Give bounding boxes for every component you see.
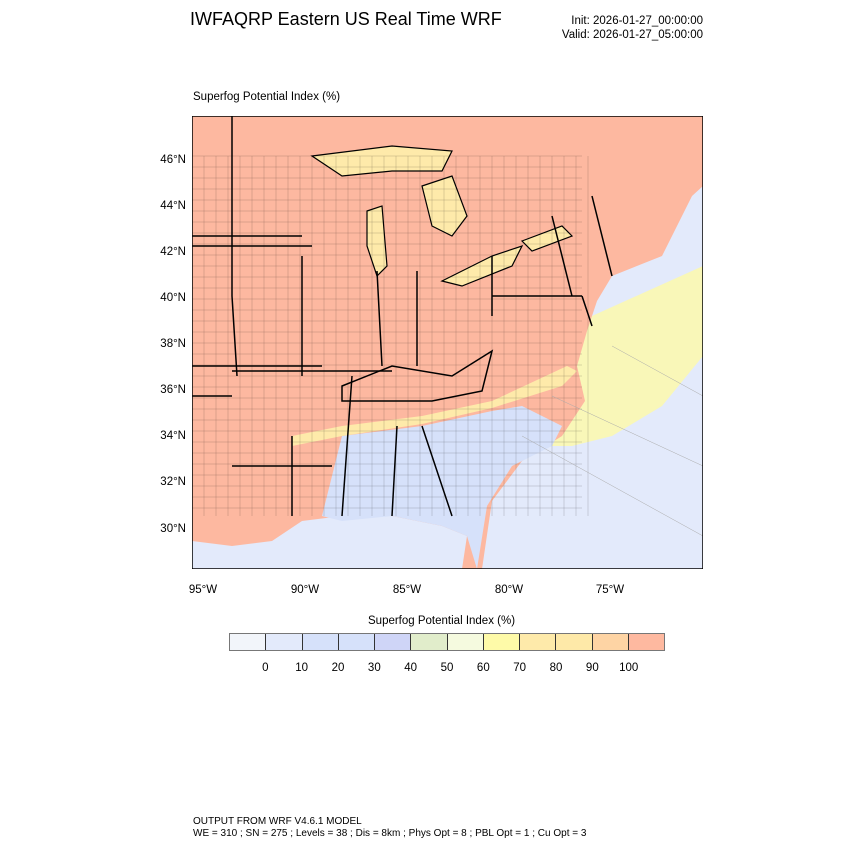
colorbar-swatch [592, 634, 629, 650]
county-boundaries [192, 155, 589, 516]
colorbar-label: 50 [440, 662, 454, 674]
colorbar-swatch [520, 634, 557, 650]
colorbar-label: 10 [295, 662, 309, 674]
colorbar-title: Superfog Potential Index (%) [368, 615, 516, 627]
canada [452, 116, 703, 226]
lat-label: 44°N [160, 200, 186, 212]
colorbar-label: 90 [585, 662, 599, 674]
colorbar-label: 0 [262, 662, 269, 674]
lat-label: 34°N [160, 430, 186, 442]
time-info: Init: 2026-01-27_00:00:00 Valid: 2026-01… [562, 14, 703, 42]
lat-label: 46°N [160, 154, 186, 166]
colorbar-swatch [338, 634, 375, 650]
valid-time: Valid: 2026-01-27_05:00:00 [561, 29, 703, 41]
colorbar-swatch [266, 634, 303, 650]
lat-label: 40°N [160, 292, 186, 304]
colorbar-label: 30 [367, 662, 381, 674]
state-boundaries [192, 116, 613, 517]
lon-label: 85°W [392, 584, 422, 596]
colorbar-swatch [447, 634, 484, 650]
colorbar-swatch [556, 634, 593, 650]
model-info: OUTPUT FROM WRF V4.6.1 MODEL [193, 816, 362, 827]
colorbar-swatch [628, 634, 664, 650]
colorbar-swatch [375, 634, 412, 650]
model-params: WE = 310 ; SN = 275 ; Levels = 38 ; Dis … [193, 828, 587, 839]
mid-band [292, 366, 577, 446]
lat-label: 42°N [160, 246, 186, 258]
colorbar-swatch [302, 634, 339, 650]
lon-label: 90°W [290, 584, 320, 596]
footer: OUTPUT FROM WRF V4.6.1 MODEL WE = 310 ; … [193, 816, 586, 840]
init-time: Init: 2026-01-27_00:00:00 [571, 15, 703, 27]
lat-label: 36°N [160, 384, 186, 396]
plot-title: IWFAQRP Eastern US Real Time WRF [190, 9, 502, 29]
lon-label: 80°W [494, 584, 524, 596]
colorbar-swatch [230, 634, 267, 650]
lat-label: 32°N [160, 476, 186, 488]
colorbar-label: 100 [619, 662, 639, 674]
colorbar-label: 70 [513, 662, 527, 674]
lon-label: 75°W [595, 584, 625, 596]
lat-label: 38°N [160, 338, 186, 350]
gridlines [521, 345, 703, 537]
colorbar-label: 40 [404, 662, 418, 674]
land [192, 116, 703, 569]
colorbar-label: 20 [331, 662, 345, 674]
colorbar-swatch [411, 634, 448, 650]
lon-label: 95°W [188, 584, 218, 596]
colorbar-label: 60 [476, 662, 490, 674]
colorbar-label: 80 [549, 662, 563, 674]
map-subtitle: Superfog Potential Index (%) [193, 91, 341, 103]
lat-label: 30°N [160, 523, 186, 535]
great-lakes [310, 145, 574, 287]
superfog-map [192, 116, 703, 569]
colorbar-swatch [483, 634, 520, 650]
colorbar [229, 633, 665, 651]
